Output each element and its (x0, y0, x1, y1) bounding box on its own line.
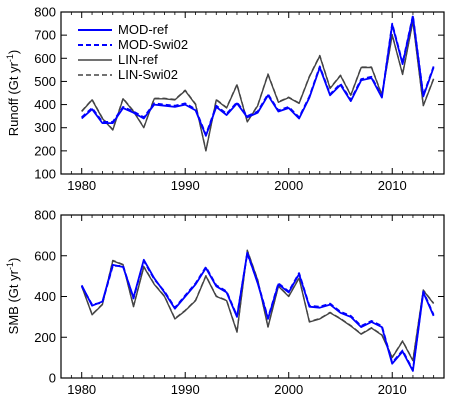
smb-y-tick-label: 200 (34, 330, 56, 345)
runoff-ticks: 1980 1990 2000 2010 100 200 300 400 500 600 700 800 (34, 5, 445, 193)
smb-y-tick-label: 800 (34, 208, 56, 223)
runoff-series-line-mod-ref (81, 15, 435, 137)
smb-x-tick-label: 1990 (171, 382, 200, 397)
smb-series-line-series-2 (81, 249, 435, 362)
runoff-legend: MOD-ref MOD-Swi02 LIN-ref LIN-Swi02 (78, 22, 188, 82)
runoff-ylabel-end: ) (6, 50, 21, 54)
runoff-x-tick-label: 1980 (67, 178, 96, 193)
smb-series (80, 249, 435, 372)
smb-ylabel-base: SMB (Gt yr (6, 269, 21, 334)
runoff-x-tick-label: 2000 (274, 178, 303, 193)
runoff-y-tick-label: 600 (34, 51, 56, 66)
runoff-series-line-mod-swi02 (81, 14, 435, 136)
runoff-y-tick-label: 400 (34, 97, 56, 112)
smb-x-tick-label: 2000 (274, 382, 303, 397)
runoff-x-tick-label: 1990 (171, 178, 200, 193)
legend-label-mod-swi02: MOD-Swi02 (118, 37, 188, 52)
runoff-y-tick-label: 200 (34, 143, 56, 158)
runoff-y-tick-label: 800 (34, 5, 56, 20)
smb-x-tick-label: 2010 (378, 382, 407, 397)
smb-ylabel-end: ) (6, 258, 21, 262)
runoff-y-tick-label: 700 (34, 28, 56, 43)
smb-y-tick-label: 400 (34, 289, 56, 304)
runoff-ylabel-sup: -1 (5, 54, 15, 62)
legend-label-lin-ref: LIN-ref (118, 52, 158, 67)
legend-label-lin-swi02: LIN-Swi02 (118, 67, 178, 82)
smb-ylabel-sup: -1 (5, 262, 15, 270)
runoff-plot-frame (60, 11, 445, 175)
runoff-y-tick-label: 500 (34, 74, 56, 89)
runoff-y-axis-label: Runoff (Gt yr-1) (5, 50, 21, 137)
smb-y-tick-label: 600 (34, 248, 56, 263)
smb-y-tick-label: 0 (49, 371, 56, 386)
runoff-ylabel-base: Runoff (Gt yr (6, 61, 21, 136)
legend-label-mod-ref: MOD-ref (118, 22, 168, 37)
smb-series-line-series-1 (80, 252, 435, 371)
smb-series-line-series-0 (80, 251, 435, 372)
runoff-panel: 1980 1990 2000 2010 100 200 300 400 500 600 700 800… (5, 5, 445, 193)
smb-y-axis-label: SMB (Gt yr-1) (5, 258, 21, 335)
runoff-y-tick-label: 100 (34, 167, 56, 182)
smb-ticks: 1980 1990 2000 2010 0 200 400 600 800 (34, 208, 445, 397)
smb-panel: 1980 1990 2000 2010 0 200 400 600 800 SMB (Gt yr… (5, 208, 445, 397)
smb-x-tick-label: 1980 (67, 382, 96, 397)
runoff-series (81, 14, 435, 152)
smb-series-line-series-3 (81, 249, 435, 361)
runoff-y-tick-label: 300 (34, 120, 56, 135)
runoff-x-tick-label: 2010 (378, 178, 407, 193)
runoff-series-line-lin-swi02 (81, 20, 435, 152)
smb-plot-frame (60, 214, 445, 379)
